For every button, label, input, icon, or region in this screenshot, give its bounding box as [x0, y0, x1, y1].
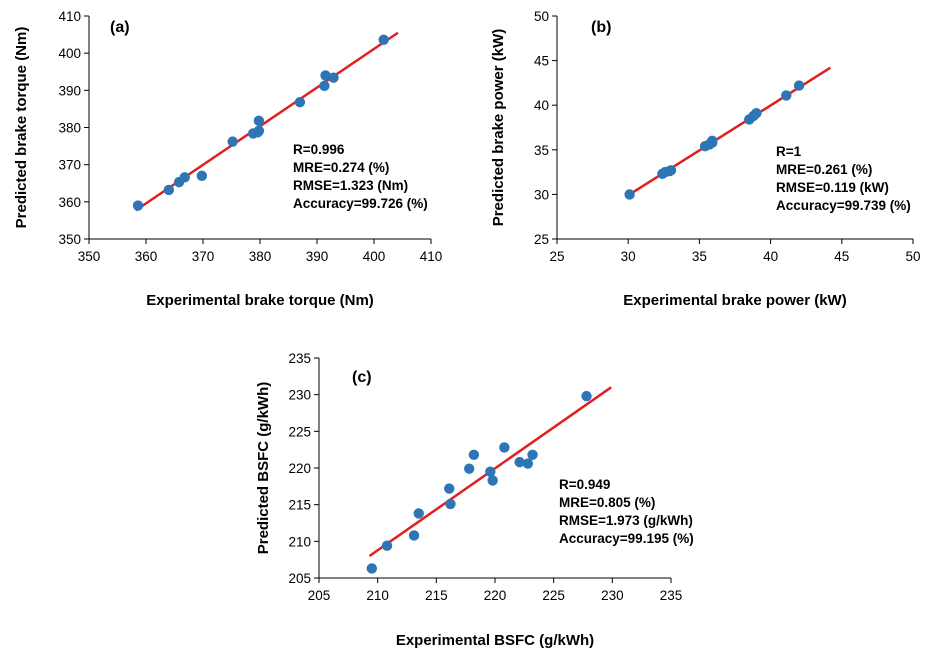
x-tick-label: 390 [306, 249, 329, 264]
data-point [527, 449, 538, 460]
stat-annotation: RMSE=0.119 (kW) [776, 180, 889, 195]
data-point [781, 90, 792, 101]
data-point [413, 508, 424, 519]
data-point [444, 483, 455, 494]
y-tick-label: 235 [288, 351, 311, 366]
y-axis-label: Predicted brake torque (Nm) [13, 27, 30, 229]
data-point [378, 34, 389, 45]
data-point [227, 136, 238, 147]
x-axis-label: Experimental brake torque (Nm) [146, 292, 374, 309]
stat-annotation: Accuracy=99.739 (%) [776, 198, 911, 213]
y-tick-label: 45 [534, 54, 549, 69]
y-tick-label: 350 [58, 232, 81, 247]
data-point [485, 466, 496, 477]
y-axis-label: Predicted brake power (kW) [490, 29, 507, 227]
stat-annotation: R=1 [776, 144, 802, 159]
x-tick-label: 25 [549, 249, 564, 264]
y-tick-label: 30 [534, 187, 549, 202]
y-tick-label: 410 [58, 9, 81, 24]
x-tick-label: 45 [834, 249, 849, 264]
x-tick-label: 210 [366, 588, 389, 603]
data-point [179, 172, 190, 183]
data-point [514, 456, 525, 468]
y-tick-label: 370 [58, 158, 81, 173]
y-tick-label: 210 [288, 534, 311, 549]
y-tick-label: 50 [534, 9, 549, 24]
data-point [793, 80, 805, 91]
y-tick-label: 230 [288, 388, 311, 403]
x-tick-label: 350 [78, 249, 101, 264]
x-tick-label: 35 [692, 249, 707, 264]
data-point [253, 115, 265, 127]
data-point [499, 442, 510, 453]
stat-annotation: Accuracy=99.195 (%) [559, 531, 694, 546]
x-axis-label: Experimental brake power (kW) [623, 292, 846, 309]
data-point [366, 563, 377, 574]
data-point [751, 108, 762, 119]
stat-annotation: R=0.996 [293, 142, 345, 157]
x-tick-label: 40 [763, 249, 778, 264]
scatter-panel-3: 205 210 215 220 225 230 235 205 210 215 220 225 230 2… [255, 351, 694, 649]
x-tick-label: 50 [905, 249, 920, 264]
data-point [381, 540, 393, 551]
data-point [463, 463, 475, 474]
y-tick-label: 390 [58, 83, 81, 98]
data-point [487, 475, 498, 486]
data-point [132, 200, 144, 211]
y-tick-label: 225 [288, 424, 311, 439]
data-point [665, 165, 677, 176]
stat-annotation: MRE=0.805 (%) [559, 495, 655, 510]
panel-label: (b) [591, 19, 611, 36]
panel-label: (c) [352, 369, 372, 386]
data-point [163, 184, 174, 196]
stat-annotation: Accuracy=99.726 (%) [293, 196, 428, 211]
x-tick-label: 410 [420, 249, 443, 264]
x-tick-label: 215 [425, 588, 448, 603]
panel-label: (a) [110, 19, 130, 36]
stat-annotation: R=0.949 [559, 477, 610, 492]
data-point [522, 458, 534, 469]
data-point [445, 498, 456, 510]
scatter-panel-1: 350 360 370 380 390 400 410 350 360 370 380 390 400 4… [13, 9, 442, 309]
scatter-panel-2: 25 30 35 40 45 50 25 30 35 40 45 50 Experimental bra… [490, 9, 921, 309]
data-point [196, 170, 208, 182]
data-point [707, 135, 718, 147]
y-tick-label: 400 [58, 46, 81, 61]
y-tick-label: 215 [288, 498, 311, 513]
stat-annotation: MRE=0.261 (%) [776, 162, 872, 177]
data-point [624, 189, 635, 200]
stat-annotation: MRE=0.274 (%) [293, 160, 389, 175]
x-tick-label: 225 [542, 588, 565, 603]
data-point [320, 70, 331, 81]
data-point [294, 97, 306, 108]
x-tick-label: 380 [249, 249, 272, 264]
data-point [581, 390, 592, 402]
y-tick-label: 25 [534, 232, 549, 247]
stat-annotation: RMSE=1.323 (Nm) [293, 178, 408, 193]
x-tick-label: 30 [621, 249, 636, 264]
y-tick-label: 40 [534, 98, 549, 113]
x-tick-label: 400 [363, 249, 386, 264]
x-tick-label: 220 [484, 588, 507, 603]
data-point [328, 72, 339, 83]
y-tick-label: 35 [534, 143, 549, 158]
y-tick-label: 220 [288, 461, 311, 476]
x-tick-label: 360 [135, 249, 158, 264]
stat-annotation: RMSE=1.973 (g/kWh) [559, 513, 693, 528]
data-point [408, 530, 420, 541]
y-tick-label: 205 [288, 571, 311, 586]
y-tick-label: 360 [58, 195, 81, 210]
data-point [253, 125, 265, 137]
x-tick-label: 205 [308, 588, 331, 603]
data-point [468, 449, 480, 460]
data-point [319, 80, 330, 92]
x-tick-label: 235 [660, 588, 683, 603]
x-axis-label: Experimental BSFC (g/kWh) [396, 632, 594, 649]
x-tick-label: 370 [192, 249, 215, 264]
y-tick-label: 380 [58, 121, 81, 136]
x-tick-label: 230 [601, 588, 624, 603]
y-axis-label: Predicted BSFC (g/kWh) [255, 382, 272, 555]
